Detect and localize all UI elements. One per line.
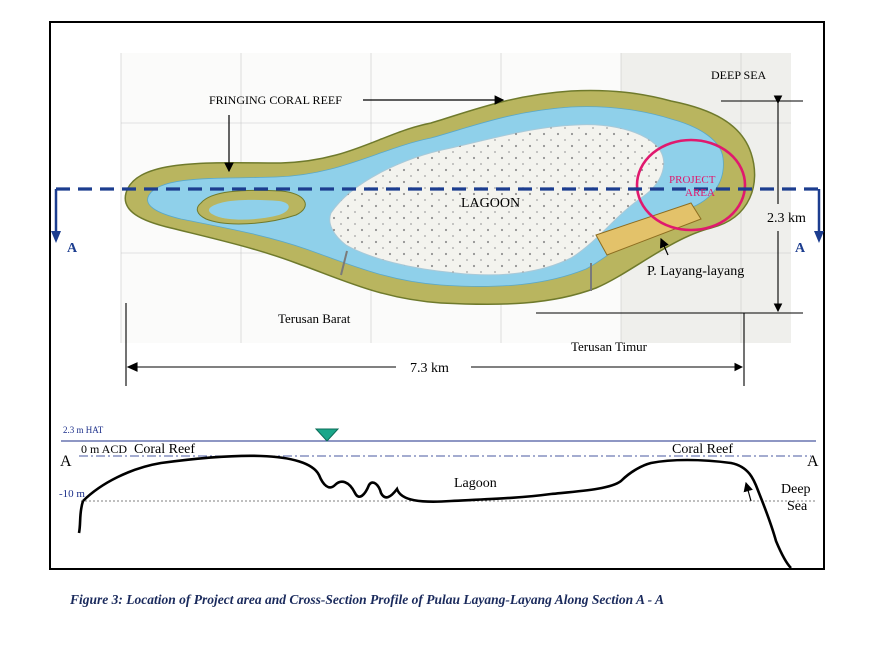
section-a-right-label: A — [795, 241, 806, 256]
atoll — [124, 89, 756, 306]
coral-reef-right-label: Coral Reef — [672, 442, 733, 457]
acd-label: 0 m ACD — [81, 442, 127, 456]
deep-sea-profile-label-2: Sea — [787, 499, 808, 514]
width-dimension-label: 2.3 km — [767, 211, 806, 226]
annotation-arrows — [224, 95, 669, 256]
deep-sea-label-top: DEEP SEA — [711, 68, 767, 82]
project-area-label: PROJECT — [669, 174, 716, 186]
cross-section-profile — [61, 428, 816, 569]
terusan-timur-label: Terusan Timur — [571, 339, 648, 354]
figure-caption: Figure 3: Location of Project area and C… — [70, 592, 665, 607]
profile-end-right-label: A — [807, 453, 819, 470]
deep-sea-profile-label: Deep — [781, 482, 811, 497]
coral-reef-left-label: Coral Reef — [134, 442, 195, 457]
minus-10m-label: -10 m — [59, 488, 85, 500]
profile-end-left-label: A — [60, 453, 72, 470]
lagoon-profile-label: Lagoon — [454, 476, 497, 491]
width-dimension — [536, 95, 803, 314]
length-dimension-label: 7.3 km — [410, 361, 449, 376]
lagoon-map-label: LAGOON — [461, 196, 520, 211]
project-area-circle — [635, 138, 747, 232]
terusan-barat-label: Terusan Barat — [278, 311, 351, 326]
section-a-left-label: A — [67, 241, 78, 256]
west-inner-water — [208, 199, 289, 220]
figure-frame: FRINGING CORAL REEF DEEP SEA LAGOON PROJ… — [49, 21, 825, 570]
hat-label: 2.3 m HAT — [63, 425, 104, 435]
section-line-a-a — [51, 187, 824, 243]
fringing-coral-reef-label: FRINGING CORAL REEF — [209, 93, 342, 107]
island-shape — [595, 202, 702, 256]
figure-canvas: FRINGING CORAL REEF DEEP SEA LAGOON PROJ… — [51, 53, 824, 569]
seabed-profile-line — [82, 454, 792, 569]
water-level-marker — [314, 428, 340, 442]
island-label: P. Layang-layang — [647, 264, 744, 279]
project-area-label-2: AREA — [685, 187, 715, 199]
length-dimension — [125, 303, 745, 386]
